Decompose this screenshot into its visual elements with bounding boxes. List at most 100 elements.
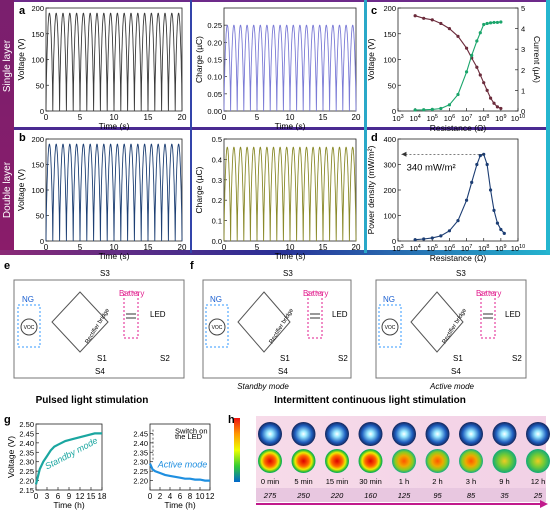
led-spot-photo xyxy=(291,422,316,446)
intensity-arrowhead xyxy=(540,500,548,508)
data-point xyxy=(439,21,443,26)
led-spot-heatmap xyxy=(459,449,483,473)
panel-h: 0 min 5 min 15 min 30 min 1 h 2 h 3 h 9 h 12 h 2… xyxy=(234,416,550,508)
panel-letter-d: d xyxy=(371,132,378,144)
switch-s3-f2: S3 xyxy=(456,269,466,278)
y-tick-label: 2.30 xyxy=(133,458,148,467)
data-point xyxy=(495,221,500,225)
voc-source-icon-f2 xyxy=(381,318,399,336)
data-point xyxy=(485,162,489,167)
x-tick-label: 10 xyxy=(110,113,119,122)
x-tick-label: 15 xyxy=(319,243,328,252)
led-spot-photo xyxy=(358,422,383,446)
x-tick-label: 0 xyxy=(44,243,49,252)
x-tick-label: 1010 xyxy=(511,244,525,253)
x-tick-label: 104 xyxy=(409,114,420,123)
side-label-double: Double layer xyxy=(2,161,13,218)
series-label: Active mode xyxy=(157,459,208,469)
y-tick-label: 0.2 xyxy=(212,196,222,205)
y-tick-label: 200 xyxy=(31,4,44,13)
switch-s4-f1: S4 xyxy=(278,367,288,376)
x-tick-label: 105 xyxy=(427,244,438,253)
title-intermittent: Intermittent continuous light stimulatio… xyxy=(274,395,466,406)
intensity-row-bg xyxy=(256,488,546,502)
y-tick-label: 100 xyxy=(31,56,44,65)
switch-s2: S2 xyxy=(160,354,170,363)
y-tick-label: 2.50 xyxy=(19,420,34,429)
bottom-color-band xyxy=(0,250,550,255)
rectifier-label: Rectifier bridge xyxy=(85,307,112,345)
standby-mode-label: Standby mode xyxy=(237,382,289,391)
y-tick-label: 100 xyxy=(31,186,44,195)
y-axis-label: Voltage (V) xyxy=(6,436,16,478)
voc-label: VOC xyxy=(24,325,35,331)
x-tick-label: 2 xyxy=(158,492,163,501)
intensity-value: 85 xyxy=(467,491,476,500)
signal-trace xyxy=(45,143,183,242)
signal-trace xyxy=(45,12,183,112)
chart-d-power-density: 103 104 105 106 107 108 109 1010 0 100 200 300 400 Re… xyxy=(366,135,525,263)
led-spot-heatmap xyxy=(291,449,316,473)
x-tick-label: 0 xyxy=(34,492,39,501)
data-point xyxy=(492,101,496,105)
y-tick-label: 0.05 xyxy=(207,90,222,99)
circuit-e: NG VOC Rectifier bridge Battery LED S3 S… xyxy=(13,269,185,406)
x-tick-label: 5 xyxy=(255,113,260,122)
led-spot-heatmap xyxy=(492,449,517,473)
chart-g-active: 0 2 4 6 8 10 12 2.202.252.302.352.402.45 Time (h… xyxy=(133,423,215,510)
x-tick-label: 9 xyxy=(67,492,72,501)
data-point xyxy=(470,53,474,57)
y-tick-label: 2.25 xyxy=(133,467,148,476)
data-point xyxy=(485,88,489,92)
x-tick-label: 0 xyxy=(222,113,227,122)
chart-a-charge: 0 5 10 15 20 0.00 0.05 0.10 0.15 0.20 0.25 Time (s)… xyxy=(194,7,361,131)
y-tick-label: 0 xyxy=(40,107,44,116)
x-tick-label: 20 xyxy=(352,113,361,122)
y-axis-label: Power density (mW/m²) xyxy=(366,145,376,234)
data-point xyxy=(488,96,493,100)
rectifier-diamond-f2 xyxy=(410,291,464,353)
y-tick-label: 50 xyxy=(388,81,396,90)
panel-letter-g: g xyxy=(4,414,11,426)
chart-g-standby: 0 3 6 9 12 15 18 2.152.202.252.302.352.402.452.… xyxy=(6,420,107,510)
x-tick-label: 10 xyxy=(286,243,295,252)
led-spot-photo xyxy=(258,422,282,446)
heat-colorbar xyxy=(234,418,240,482)
signal-trace xyxy=(223,24,357,112)
panel-letter-f: f xyxy=(190,260,194,272)
x-tick-label: 15 xyxy=(87,492,96,501)
switch-s2-f1: S2 xyxy=(338,354,348,363)
x-tick-label: 103 xyxy=(392,244,403,253)
y-tick-label: 2.35 xyxy=(19,448,34,457)
led-spot-photo xyxy=(492,422,517,446)
x-tick-label: 5 xyxy=(255,243,260,252)
ng-label: NG xyxy=(22,295,34,304)
y-tick-label: 2.25 xyxy=(19,467,34,476)
time-label: 9 h xyxy=(499,477,509,486)
y-axis-label: Voltage (V) xyxy=(16,169,26,211)
y-tick-label: 150 xyxy=(383,30,396,39)
data-point xyxy=(485,21,489,26)
peak-arrowhead xyxy=(401,151,407,157)
led-spot-heatmap xyxy=(425,449,450,473)
led-spot-photo xyxy=(459,422,483,446)
data-point xyxy=(464,198,469,202)
y-tick-label: 0.20 xyxy=(207,38,222,47)
x-tick-label: 20 xyxy=(178,243,187,252)
led-spot-photo xyxy=(425,422,450,446)
col-divider-1 xyxy=(190,0,192,253)
x-tick-label: 0 xyxy=(148,492,153,501)
data-point xyxy=(439,106,443,111)
battery-label: Battery xyxy=(119,289,144,298)
data-point xyxy=(482,81,486,85)
y-tick-label: 2.20 xyxy=(19,477,34,486)
time-label: 3 h xyxy=(466,477,476,486)
data-point xyxy=(430,236,434,240)
intensity-value: 35 xyxy=(500,491,509,500)
y-tick-label: 0.4 xyxy=(212,155,222,164)
x-axis-label: Time (s) xyxy=(275,251,306,261)
y-tick-label: 0 xyxy=(392,237,396,246)
data-point xyxy=(478,73,482,77)
time-label: 12 h xyxy=(531,477,546,486)
switch-s1-f2: S1 xyxy=(453,354,463,363)
